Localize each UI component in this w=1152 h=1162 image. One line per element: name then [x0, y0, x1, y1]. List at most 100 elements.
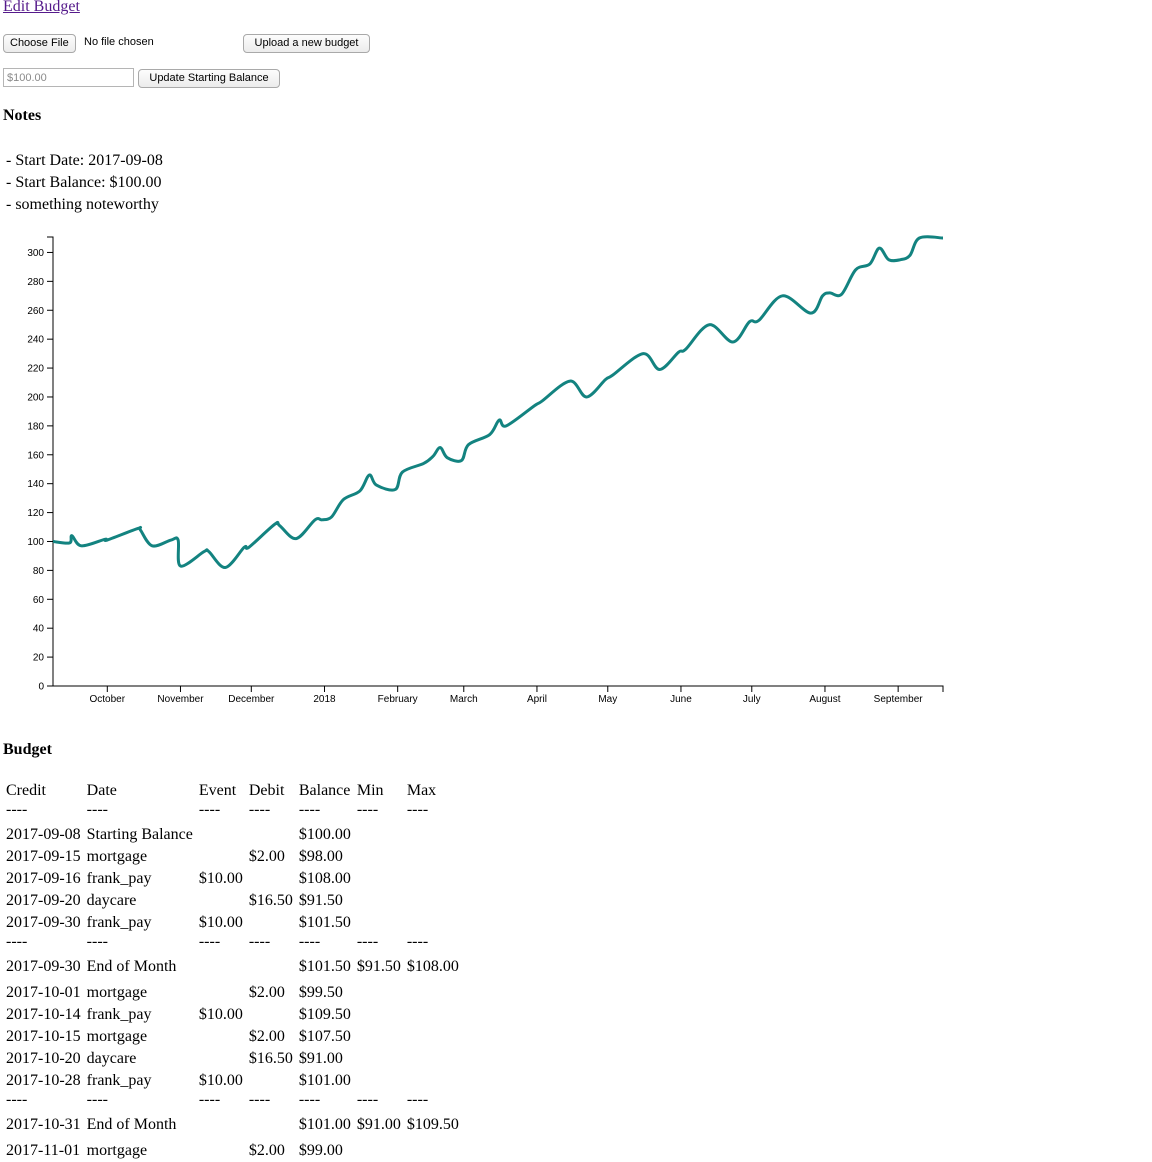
budget-cell: $108.00 — [406, 958, 459, 975]
starting-balance-input[interactable] — [3, 68, 134, 87]
column-header: Min — [356, 782, 384, 799]
budget-cell: $2.00 — [248, 1028, 285, 1045]
separator-row: ---- ---- ---- ---- ---- ---- ---- — [3, 1092, 462, 1114]
file-status-text: No file chosen — [84, 36, 154, 48]
budget-cell: ---- — [86, 801, 108, 818]
budget-cell: $16.50 — [248, 892, 293, 909]
budget-cell — [404, 890, 462, 912]
y-tick-label: 0 — [38, 682, 44, 693]
budget-cell — [196, 1114, 246, 1140]
y-tick-label: 60 — [33, 595, 45, 606]
x-tick-label: September — [874, 694, 924, 705]
budget-cell: $101.00 — [298, 1116, 351, 1133]
budget-cell — [246, 1004, 296, 1026]
x-tick-label: April — [527, 694, 547, 705]
y-tick-label: 120 — [27, 508, 44, 519]
budget-cell: 2017-09-30 — [6, 958, 81, 975]
budget-header-row: Credit Date Event Debit Balance Min Max — [3, 780, 462, 802]
budget-cell: frank_pay — [86, 870, 152, 887]
budget-row: 2017-10-15 mortgage $2.00 $107.50 — [3, 1026, 462, 1048]
budget-cell: ---- — [86, 933, 108, 950]
budget-cell: $2.00 — [248, 984, 285, 1001]
balance-series-line — [52, 235, 944, 569]
y-tick-label: 180 — [27, 421, 44, 432]
budget-cell — [354, 824, 404, 846]
budget-cell — [404, 1048, 462, 1070]
y-tick-label: 200 — [27, 392, 44, 403]
budget-cell — [404, 1026, 462, 1048]
axis-line — [47, 236, 944, 692]
budget-row: 2017-11-01 mortgage $2.00 $99.00 — [3, 1140, 462, 1162]
budget-cell: 2017-10-15 — [6, 1028, 81, 1045]
budget-cell: $109.50 — [298, 1006, 351, 1023]
budget-heading: Budget — [3, 741, 52, 758]
budget-cell: 2017-10-01 — [6, 984, 81, 1001]
budget-row: 2017-09-16 frank_pay $10.00 $108.00 — [3, 868, 462, 890]
x-tick-label: July — [743, 694, 761, 705]
budget-cell: 2017-10-20 — [6, 1050, 81, 1067]
budget-cell: $10.00 — [198, 870, 243, 887]
budget-cell: $91.50 — [356, 958, 401, 975]
budget-cell: frank_pay — [86, 1006, 152, 1023]
budget-table: Credit Date Event Debit Balance Min Max … — [3, 780, 462, 1162]
x-tick-label: February — [378, 694, 418, 705]
budget-row: 2017-10-14 frank_pay $10.00 $109.50 — [3, 1004, 462, 1026]
budget-cell — [404, 868, 462, 890]
budget-cell: ---- — [248, 1091, 271, 1108]
budget-cell — [196, 824, 246, 846]
budget-cell: 2017-10-14 — [6, 1006, 81, 1023]
x-tick-label: August — [809, 694, 840, 705]
budget-cell: $107.50 — [298, 1028, 351, 1045]
budget-cell: mortgage — [86, 984, 148, 1001]
y-tick-label: 240 — [27, 335, 44, 346]
budget-row: 2017-09-20 daycare $16.50 $91.50 — [3, 890, 462, 912]
budget-cell — [354, 1048, 404, 1070]
budget-cell — [404, 1004, 462, 1026]
budget-cell: $91.00 — [356, 1116, 401, 1133]
budget-cell: mortgage — [86, 1028, 148, 1045]
update-starting-balance-button[interactable]: Update Starting Balance — [138, 69, 280, 88]
balance-line-chart: 0 20 40 60 80 100 120 140 160 180 200 220 240 260 280 3… — [27, 235, 944, 705]
budget-cell — [246, 868, 296, 890]
budget-cell — [196, 1026, 246, 1048]
budget-cell: $101.50 — [298, 958, 351, 975]
budget-cell — [246, 956, 296, 982]
budget-cell: ---- — [248, 801, 271, 818]
budget-cell — [354, 890, 404, 912]
separator-row: ---- ---- ---- ---- ---- ---- ---- — [3, 802, 462, 824]
budget-cell: $91.50 — [298, 892, 343, 909]
budget-cell: ---- — [356, 933, 379, 950]
budget-cell: $91.00 — [298, 1050, 343, 1067]
budget-cell — [196, 956, 246, 982]
budget-cell — [246, 912, 296, 934]
budget-cell: ---- — [406, 1091, 429, 1108]
budget-cell — [404, 846, 462, 868]
budget-cell: ---- — [6, 801, 28, 818]
budget-cell: 2017-10-28 — [6, 1072, 81, 1089]
budget-cell: 2017-10-31 — [6, 1116, 81, 1133]
notes-heading: Notes — [3, 107, 42, 124]
budget-cell — [354, 868, 404, 890]
y-tick-label: 40 — [33, 624, 45, 635]
budget-cell: ---- — [6, 933, 28, 950]
notes-list: - Start Date: 2017-09-08 - Start Balance… — [6, 150, 163, 216]
budget-cell: ---- — [248, 933, 271, 950]
choose-file-button[interactable]: Choose File — [3, 34, 76, 53]
budget-cell: $100.00 — [298, 826, 351, 843]
budget-row: 2017-09-30 frank_pay $10.00 $101.50 — [3, 912, 462, 934]
budget-cell — [404, 1140, 462, 1162]
edit-budget-link[interactable]: Edit Budget — [3, 0, 80, 15]
budget-cell: $101.00 — [298, 1072, 351, 1089]
y-tick-label: 100 — [27, 537, 44, 548]
budget-cell — [354, 1026, 404, 1048]
column-header: Max — [406, 782, 437, 799]
note-line: - Start Date: 2017-09-08 — [6, 152, 163, 169]
budget-row: 2017-10-20 daycare $16.50 $91.00 — [3, 1048, 462, 1070]
budget-cell: 2017-09-08 — [6, 826, 81, 843]
upload-budget-button[interactable]: Upload a new budget — [243, 34, 370, 53]
budget-cell: frank_pay — [86, 914, 152, 931]
note-line: - Start Balance: $100.00 — [6, 174, 162, 191]
budget-cell: ---- — [6, 1091, 28, 1108]
budget-cell: End of Month — [86, 1116, 177, 1133]
budget-cell: $99.50 — [298, 984, 343, 1001]
